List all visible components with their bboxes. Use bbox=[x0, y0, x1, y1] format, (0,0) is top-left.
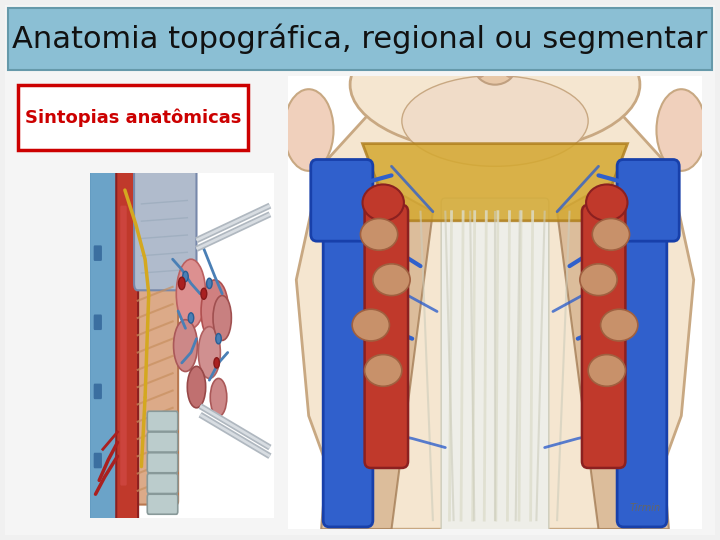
Ellipse shape bbox=[350, 17, 640, 153]
Ellipse shape bbox=[580, 264, 617, 295]
FancyBboxPatch shape bbox=[94, 245, 102, 261]
FancyBboxPatch shape bbox=[120, 206, 127, 485]
FancyBboxPatch shape bbox=[582, 205, 626, 468]
FancyBboxPatch shape bbox=[364, 205, 408, 468]
Ellipse shape bbox=[284, 89, 333, 171]
FancyBboxPatch shape bbox=[89, 167, 119, 524]
Polygon shape bbox=[321, 166, 433, 529]
Ellipse shape bbox=[504, 64, 515, 78]
Polygon shape bbox=[297, 85, 694, 529]
FancyBboxPatch shape bbox=[617, 159, 679, 241]
Ellipse shape bbox=[198, 327, 220, 379]
FancyBboxPatch shape bbox=[148, 432, 178, 452]
FancyBboxPatch shape bbox=[94, 314, 102, 330]
Text: Anatomia topográfica, regional ou segmentar: Anatomia topográfica, regional ou segmen… bbox=[12, 24, 708, 54]
FancyBboxPatch shape bbox=[311, 159, 373, 241]
FancyBboxPatch shape bbox=[94, 383, 102, 399]
FancyBboxPatch shape bbox=[90, 173, 274, 518]
Circle shape bbox=[188, 313, 194, 323]
Ellipse shape bbox=[210, 379, 227, 416]
Polygon shape bbox=[557, 166, 669, 529]
Ellipse shape bbox=[373, 264, 410, 295]
FancyBboxPatch shape bbox=[148, 494, 178, 514]
Polygon shape bbox=[362, 144, 628, 221]
Ellipse shape bbox=[364, 355, 402, 386]
FancyBboxPatch shape bbox=[116, 168, 138, 523]
Ellipse shape bbox=[586, 185, 628, 221]
Ellipse shape bbox=[402, 76, 588, 166]
Circle shape bbox=[179, 277, 185, 289]
Circle shape bbox=[216, 334, 221, 344]
FancyBboxPatch shape bbox=[148, 411, 178, 431]
FancyBboxPatch shape bbox=[18, 85, 248, 150]
Ellipse shape bbox=[593, 219, 629, 250]
FancyBboxPatch shape bbox=[94, 453, 102, 468]
Ellipse shape bbox=[474, 49, 516, 85]
Ellipse shape bbox=[588, 355, 626, 386]
Ellipse shape bbox=[174, 320, 197, 372]
FancyBboxPatch shape bbox=[323, 187, 373, 527]
Ellipse shape bbox=[657, 89, 706, 171]
Text: Tirmin: Tirmin bbox=[629, 503, 661, 513]
Ellipse shape bbox=[187, 366, 206, 408]
FancyBboxPatch shape bbox=[8, 8, 712, 70]
FancyBboxPatch shape bbox=[134, 166, 197, 291]
Ellipse shape bbox=[600, 309, 638, 341]
Circle shape bbox=[214, 357, 220, 368]
Text: Sintopias anatômicas: Sintopias anatômicas bbox=[24, 109, 241, 127]
Ellipse shape bbox=[475, 64, 486, 78]
FancyBboxPatch shape bbox=[617, 187, 667, 527]
FancyBboxPatch shape bbox=[441, 198, 549, 534]
Ellipse shape bbox=[176, 259, 206, 328]
Circle shape bbox=[201, 288, 207, 299]
Circle shape bbox=[183, 271, 188, 282]
FancyBboxPatch shape bbox=[5, 5, 715, 535]
FancyBboxPatch shape bbox=[134, 273, 178, 504]
Ellipse shape bbox=[361, 219, 397, 250]
Ellipse shape bbox=[213, 295, 231, 340]
Ellipse shape bbox=[363, 185, 404, 221]
Circle shape bbox=[207, 278, 212, 288]
Ellipse shape bbox=[201, 280, 229, 342]
FancyBboxPatch shape bbox=[148, 453, 178, 473]
FancyBboxPatch shape bbox=[288, 76, 702, 529]
FancyBboxPatch shape bbox=[148, 474, 178, 494]
Ellipse shape bbox=[352, 309, 390, 341]
